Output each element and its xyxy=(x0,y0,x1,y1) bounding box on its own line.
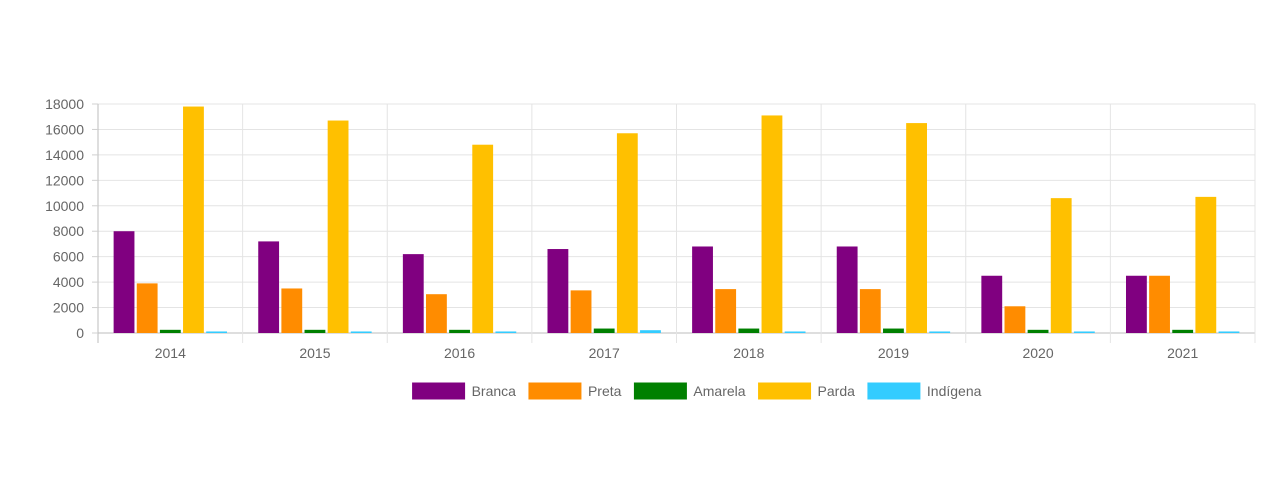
y-tick-label: 10000 xyxy=(45,198,84,214)
legend-item-preta[interactable]: Preta xyxy=(527,381,622,401)
legend[interactable]: Branca Preta Amarela Parda Indígena xyxy=(411,381,982,401)
legend-label: Preta xyxy=(588,383,622,399)
bar-ind-gena-2021[interactable] xyxy=(1218,331,1240,333)
bar-preta-2018[interactable] xyxy=(715,289,737,333)
axis-layer: 0 2000 4000 6000 8000 10000 12000 14000 16000 180… xyxy=(45,96,1198,361)
legend-label: Indígena xyxy=(927,383,982,399)
legend-item-amarela[interactable]: Amarela xyxy=(632,381,746,401)
y-tick-label: 6000 xyxy=(53,249,84,265)
bar-preta-2017[interactable] xyxy=(570,290,592,333)
bar-amarela-2019[interactable] xyxy=(883,328,904,333)
bar-parda-2017[interactable] xyxy=(616,133,638,333)
legend-item-parda[interactable]: Parda xyxy=(757,381,856,401)
bar-amarela-2021[interactable] xyxy=(1172,329,1194,333)
grid-layer xyxy=(97,103,1256,343)
legend-item-branca[interactable]: Branca xyxy=(411,381,517,401)
bar-layer xyxy=(113,106,1240,334)
legend-swatch xyxy=(866,381,922,401)
bar-amarela-2014[interactable] xyxy=(159,329,181,333)
x-tick-label: 2017 xyxy=(589,345,620,361)
bar-ind-gena-2014[interactable] xyxy=(206,331,228,333)
bar-preta-2021[interactable] xyxy=(1149,275,1170,333)
bar-ind-gena-2018[interactable] xyxy=(784,331,806,333)
x-tick-label: 2018 xyxy=(733,345,764,361)
bar-ind-gena-2020[interactable] xyxy=(1073,331,1095,333)
bar-ind-gena-2017[interactable] xyxy=(640,330,661,333)
bar-amarela-2015[interactable] xyxy=(304,329,326,333)
bar-branca-2015[interactable] xyxy=(258,241,280,333)
legend-swatch xyxy=(757,381,813,401)
legend-item-ind-gena[interactable]: Indígena xyxy=(866,381,982,401)
bar-preta-2014[interactable] xyxy=(136,283,158,333)
bar-branca-2021[interactable] xyxy=(1125,275,1147,333)
x-tick-label: 2016 xyxy=(444,345,475,361)
y-tick-label: 4000 xyxy=(53,274,84,290)
legend-label: Parda xyxy=(818,383,856,399)
x-tick-label: 2021 xyxy=(1167,345,1198,361)
bar-parda-2014[interactable] xyxy=(183,106,204,334)
bar-amarela-2016[interactable] xyxy=(449,329,470,333)
legend-label: Branca xyxy=(472,383,517,399)
bar-parda-2015[interactable] xyxy=(327,120,349,334)
bar-amarela-2017[interactable] xyxy=(593,328,615,333)
x-tick-label: 2020 xyxy=(1022,345,1053,361)
bar-ind-gena-2016[interactable] xyxy=(495,331,517,333)
y-tick-label: 18000 xyxy=(45,96,84,112)
bar-preta-2019[interactable] xyxy=(859,289,881,333)
x-tick-label: 2014 xyxy=(155,345,186,361)
x-tick-label: 2015 xyxy=(299,345,330,361)
legend-swatch xyxy=(527,381,583,401)
y-tick-label: 12000 xyxy=(45,172,84,188)
bar-amarela-2018[interactable] xyxy=(738,328,760,333)
bar-branca-2014[interactable] xyxy=(113,231,135,333)
bar-parda-2020[interactable] xyxy=(1050,198,1072,333)
y-tick-label: 2000 xyxy=(53,300,84,316)
bar-parda-2018[interactable] xyxy=(761,115,783,333)
y-tick-label: 16000 xyxy=(45,121,84,137)
bar-parda-2021[interactable] xyxy=(1195,196,1217,333)
bar-branca-2016[interactable] xyxy=(402,254,424,333)
legend-swatch xyxy=(411,381,467,401)
y-tick-label: 14000 xyxy=(45,147,84,163)
bar-branca-2019[interactable] xyxy=(836,246,858,333)
bar-ind-gena-2019[interactable] xyxy=(929,331,951,333)
bar-branca-2018[interactable] xyxy=(692,246,713,333)
y-tick-label: 0 xyxy=(76,325,84,341)
bar-ind-gena-2015[interactable] xyxy=(350,331,372,333)
bar-preta-2016[interactable] xyxy=(426,294,447,333)
legend-label: Amarela xyxy=(693,383,745,399)
bar-parda-2016[interactable] xyxy=(472,144,494,333)
bar-parda-2019[interactable] xyxy=(906,123,927,333)
bar-branca-2020[interactable] xyxy=(981,275,1003,333)
bar-branca-2017[interactable] xyxy=(547,249,569,333)
bar-preta-2015[interactable] xyxy=(281,288,303,333)
bar-amarela-2020[interactable] xyxy=(1027,329,1049,333)
legend-swatch xyxy=(632,381,688,401)
y-tick-label: 8000 xyxy=(53,223,84,239)
x-tick-label: 2019 xyxy=(878,345,909,361)
bar-preta-2020[interactable] xyxy=(1004,306,1026,333)
